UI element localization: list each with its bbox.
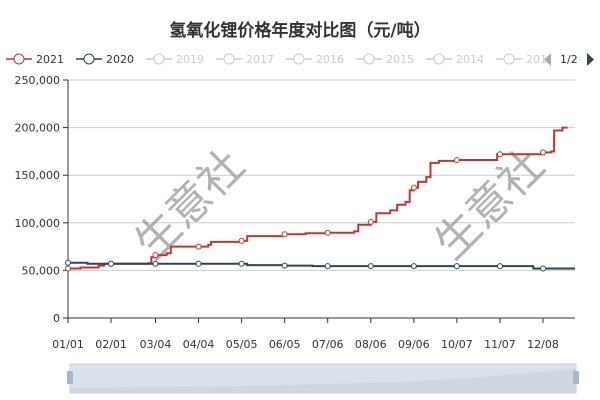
data-point[interactable] xyxy=(324,263,331,270)
data-point[interactable] xyxy=(195,260,202,267)
x-tick-label: 10/07 xyxy=(441,338,473,351)
legend-label: 2015 xyxy=(386,53,414,66)
data-point[interactable] xyxy=(152,252,159,259)
x-tick-label: 04/04 xyxy=(183,338,215,351)
datazoom-handle-left[interactable] xyxy=(67,371,73,384)
legend-label: 2014 xyxy=(456,53,484,66)
legend-item-201[interactable]: 201 xyxy=(496,53,547,66)
legend-item-2015[interactable]: 2015 xyxy=(356,53,414,66)
x-tick-label: 07/06 xyxy=(312,338,344,351)
legend-next-icon[interactable] xyxy=(587,53,594,66)
data-point[interactable] xyxy=(453,263,460,270)
y-tick-label: 50,000 xyxy=(22,264,61,277)
legend-label: 2016 xyxy=(316,53,344,66)
legend-item-2017[interactable]: 2017 xyxy=(216,53,274,66)
data-point[interactable] xyxy=(410,184,417,191)
data-point[interactable] xyxy=(108,260,115,267)
datazoom-handle-right[interactable] xyxy=(573,371,579,384)
legend-item-2020[interactable]: 2020 xyxy=(76,53,134,66)
data-point[interactable] xyxy=(540,265,546,272)
data-point[interactable] xyxy=(367,218,374,225)
x-tick-label: 06/05 xyxy=(269,338,301,351)
x-tick-label: 01/01 xyxy=(52,338,84,351)
x-tick-label: 12/08 xyxy=(527,338,559,351)
y-tick-label: 200,000 xyxy=(15,122,61,135)
data-point[interactable] xyxy=(367,263,374,270)
data-point[interactable] xyxy=(238,260,245,267)
x-tick-label: 03/04 xyxy=(140,338,172,351)
y-tick-label: 100,000 xyxy=(15,217,61,230)
data-point[interactable] xyxy=(453,156,460,163)
legend-page: 1/2 xyxy=(560,53,578,66)
x-tick-label: 08/06 xyxy=(355,338,387,351)
data-point[interactable] xyxy=(540,149,546,156)
data-point[interactable] xyxy=(496,263,503,270)
chart-title: 氢氧化锂价格年度对比图（元/吨） xyxy=(169,21,431,41)
datazoom-preview xyxy=(70,369,576,393)
data-point[interactable] xyxy=(65,265,71,272)
data-point[interactable] xyxy=(238,237,245,244)
data-point[interactable] xyxy=(410,263,417,270)
data-point[interactable] xyxy=(152,260,159,267)
legend-label: 2021 xyxy=(36,53,64,66)
data-point[interactable] xyxy=(496,151,503,158)
data-point[interactable] xyxy=(195,243,202,250)
legend-item-2019[interactable]: 2019 xyxy=(146,53,204,66)
legend-label: 2020 xyxy=(106,53,134,66)
data-point[interactable] xyxy=(324,229,331,236)
series-line-2020 xyxy=(68,261,575,270)
watermark: 生意社 xyxy=(125,140,254,269)
y-tick-label: 250,000 xyxy=(15,74,61,87)
x-tick-label: 09/06 xyxy=(398,338,430,351)
legend-item-2016[interactable]: 2016 xyxy=(286,53,344,66)
y-tick-label: 150,000 xyxy=(15,169,61,182)
legend-label: 201 xyxy=(526,53,547,66)
legend-prev-icon[interactable] xyxy=(544,53,551,66)
legend-label: 2019 xyxy=(176,53,204,66)
x-tick-label: 05/05 xyxy=(226,338,258,351)
y-tick-label: 0 xyxy=(53,312,60,325)
x-tick-label: 02/01 xyxy=(95,338,127,351)
legend-item-2014[interactable]: 2014 xyxy=(426,53,484,66)
data-point[interactable] xyxy=(281,262,288,269)
data-point[interactable] xyxy=(281,231,288,238)
x-tick-label: 11/07 xyxy=(484,338,516,351)
legend-label: 2017 xyxy=(246,53,274,66)
legend-item-2021[interactable]: 2021 xyxy=(6,53,64,66)
data-point[interactable] xyxy=(65,259,71,266)
